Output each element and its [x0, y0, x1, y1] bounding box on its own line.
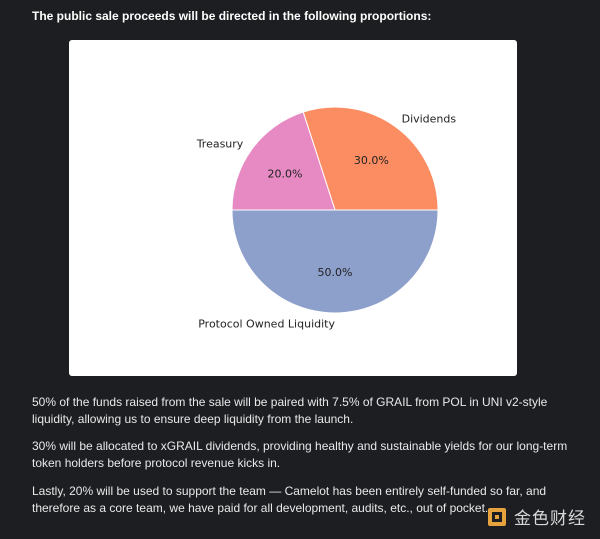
- pie-category-label: Treasury: [196, 137, 244, 150]
- watermark-text: 金色财经: [514, 509, 586, 529]
- pie-category-label: Dividends: [402, 112, 457, 125]
- pie-category-label: Protocol Owned Liquidity: [198, 317, 335, 330]
- pie-chart: 30.0% Dividends 20.0% Treasury 50.0% Protocol…: [196, 106, 457, 330]
- pie-chart-card: 30.0% Dividends 20.0% Treasury 50.0% Protocol…: [69, 40, 517, 376]
- watermark: 金色财经: [486, 504, 586, 529]
- pie-pct-label: 30.0%: [354, 154, 389, 167]
- pie-slice-dividends: [302, 106, 439, 211]
- jinse-logo-icon: [488, 507, 506, 526]
- paragraph-team: Lastly, 20% will be used to support the …: [32, 484, 547, 515]
- pie-pct-label: 50.0%: [318, 266, 353, 279]
- paragraph-dividends: 30% will be allocated to xGRAIL dividend…: [32, 439, 568, 470]
- pie-pct-label: 20.0%: [268, 168, 303, 181]
- paragraph-liquidity: 50% of the funds raised from the sale wi…: [32, 395, 548, 426]
- page-heading: The public sale proceeds will be directe…: [32, 9, 432, 23]
- pie-slice-protocol-owned-liquidity: [231, 209, 439, 314]
- pie-slice-treasury: [231, 111, 336, 211]
